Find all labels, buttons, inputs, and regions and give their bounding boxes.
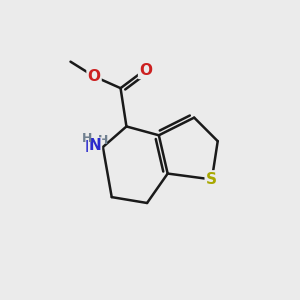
Text: O: O: [139, 63, 152, 78]
Text: N: N: [89, 138, 101, 153]
Text: N: N: [85, 140, 98, 154]
Text: S: S: [206, 172, 217, 187]
Text: H: H: [98, 134, 108, 147]
Text: O: O: [88, 69, 100, 84]
Text: H: H: [82, 132, 92, 145]
